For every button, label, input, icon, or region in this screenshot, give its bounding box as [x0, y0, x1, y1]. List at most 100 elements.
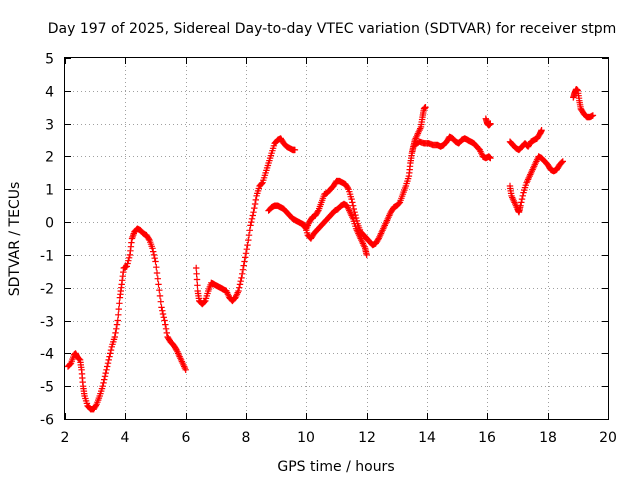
data-point	[589, 112, 597, 119]
data-point	[258, 180, 265, 187]
data-point	[348, 195, 355, 203]
data-point	[246, 227, 253, 234]
x-tick-label: 16	[478, 430, 496, 446]
x-tick-label: 18	[539, 430, 557, 446]
data-point	[518, 199, 525, 206]
data-point	[350, 205, 357, 213]
x-tick-label: 4	[121, 430, 130, 446]
data-point	[152, 258, 159, 265]
y-tick-label: -5	[40, 380, 54, 396]
data-point	[162, 325, 170, 332]
data-point	[151, 255, 158, 262]
y-tick-label: -1	[40, 249, 54, 265]
data-point	[558, 159, 566, 166]
data-point	[374, 236, 382, 243]
data-point	[244, 241, 251, 249]
data-point	[153, 264, 160, 271]
y-tick-labels: -6 -5 -4 -3 -2 -1 0 1 2 3 4 5	[40, 52, 54, 429]
x-axis-label: GPS time / hours	[277, 459, 394, 475]
data-point	[150, 248, 157, 255]
data-point	[156, 287, 163, 294]
data-points	[64, 86, 597, 413]
data-point	[236, 281, 244, 288]
x-tick-label: 6	[182, 430, 191, 446]
data-point	[250, 209, 257, 216]
data-point	[241, 258, 248, 265]
data-point	[193, 276, 201, 283]
chart-title: Day 197 of 2025, Sidereal Day-to-day VTE…	[48, 21, 617, 37]
data-point	[422, 104, 429, 111]
data-point	[116, 300, 123, 307]
data-point	[182, 366, 189, 373]
x-tick-labels: 2 4 6 8 10 12 14 16 18 20	[61, 430, 617, 446]
data-point	[349, 202, 357, 209]
data-point	[155, 281, 162, 288]
y-axis-label: SDTVAR / TECUs	[7, 182, 23, 297]
data-point	[239, 270, 246, 277]
data-point	[235, 287, 242, 295]
data-point	[161, 317, 168, 324]
x-tick-label: 8	[242, 430, 251, 446]
data-point	[104, 363, 111, 370]
data-point	[245, 236, 252, 244]
y-tick-label: 3	[45, 118, 54, 134]
data-point	[153, 269, 161, 277]
y-tick-label: -6	[40, 413, 54, 429]
data-point	[518, 195, 526, 203]
data-point	[112, 329, 119, 337]
data-point	[113, 321, 121, 328]
data-point	[245, 232, 253, 239]
data-point	[162, 321, 169, 328]
data-point	[352, 214, 360, 222]
data-point	[240, 262, 247, 269]
data-point	[349, 199, 356, 206]
data-point	[67, 360, 74, 368]
x-tick-label: 2	[61, 430, 70, 446]
data-point	[193, 264, 200, 272]
data-point	[159, 307, 166, 314]
x-tick-label: 12	[358, 430, 376, 446]
data-point	[249, 212, 256, 219]
data-point	[487, 154, 494, 162]
data-point	[519, 192, 526, 199]
data-point	[353, 217, 361, 225]
data-point	[172, 345, 180, 353]
data-point	[149, 245, 156, 252]
data-point	[100, 379, 107, 387]
x-tick-label: 14	[418, 430, 436, 446]
data-point	[106, 353, 113, 360]
data-point	[352, 211, 359, 219]
data-point	[252, 196, 259, 204]
data-point	[238, 274, 245, 282]
data-point	[248, 218, 255, 226]
data-point	[103, 366, 110, 373]
y-tick-label: 5	[45, 52, 54, 68]
data-point	[243, 246, 250, 253]
data-point	[119, 277, 126, 284]
y-tick-label: 1	[45, 183, 54, 199]
data-point	[92, 402, 100, 409]
data-point	[101, 373, 109, 380]
data-point	[251, 200, 259, 208]
y-tick-label: -3	[40, 315, 54, 331]
data-point	[248, 215, 256, 222]
data-point	[115, 311, 122, 318]
data-point	[114, 317, 121, 324]
data-point	[163, 329, 170, 337]
axis-ticks	[65, 58, 609, 420]
data-point	[101, 376, 108, 383]
data-point	[159, 310, 167, 318]
data-point	[395, 200, 403, 207]
data-point	[242, 250, 250, 257]
data-point	[125, 254, 133, 261]
data-point	[242, 254, 249, 261]
data-point	[201, 298, 208, 305]
y-tick-label: 2	[45, 150, 54, 166]
x-tick-label: 10	[297, 430, 315, 446]
data-point	[344, 184, 351, 192]
data-point	[236, 284, 243, 291]
data-point	[291, 146, 299, 154]
data-point	[145, 235, 152, 243]
data-point	[124, 260, 131, 267]
data-point	[239, 266, 247, 273]
